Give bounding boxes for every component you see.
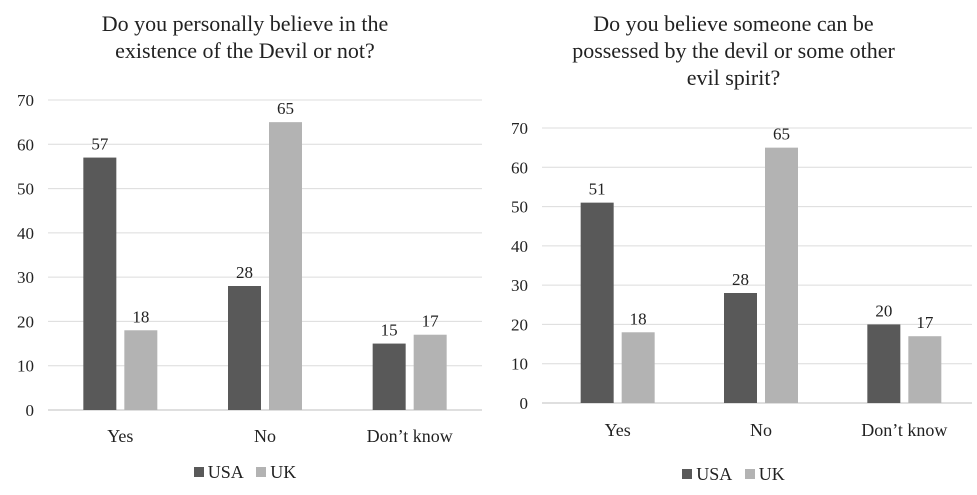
y-tick-label: 40 (17, 224, 34, 243)
bar-usa-don-t-know (372, 343, 406, 410)
legend-item-uk: UK (744, 464, 785, 485)
y-tick-label: 20 (17, 312, 34, 331)
legend-label-uk: UK (270, 462, 297, 482)
bar-uk-no (765, 147, 798, 403)
data-label-uk-don-t-know: 17 (916, 313, 934, 332)
y-tick-label: 50 (511, 198, 528, 217)
data-label-usa-yes: 57 (91, 135, 109, 154)
y-tick-label: 30 (511, 276, 528, 295)
legend-swatch-usa (193, 467, 204, 477)
x-tick-label: Don’t know (367, 426, 453, 446)
legend-swatch-usa (682, 469, 693, 479)
y-tick-label: 0 (26, 401, 35, 420)
bar-usa-don-t-know (867, 324, 901, 403)
y-tick-label: 60 (511, 158, 528, 177)
legend-item-uk: UK (256, 462, 296, 483)
legend-item-usa: USA (193, 462, 244, 483)
legend: USA UK (490, 464, 977, 485)
data-label-uk-no: 65 (277, 99, 294, 118)
y-tick-label: 70 (17, 91, 34, 110)
plot-area: 0 10 20 30 40 50 60 70 57 18 Yes 28 65 No 15 17 Don’t kn… (17, 91, 482, 446)
chart-possession-belief: Do you believe someone can be possessed … (490, 0, 977, 495)
legend-item-usa: USA (682, 464, 732, 485)
legend-swatch-uk (256, 467, 267, 477)
data-label-uk-yes: 18 (132, 307, 149, 326)
legend-label-usa: USA (207, 462, 244, 482)
bar-uk-yes (124, 330, 158, 410)
chart-title-line-3: evil spirit? (686, 65, 781, 90)
chart-devil-belief: Do you personally believe in the existen… (0, 10, 490, 483)
data-label-uk-no: 65 (773, 125, 790, 144)
data-label-usa-yes: 51 (589, 180, 606, 199)
data-label-usa-no: 28 (236, 263, 253, 282)
y-tick-label: 20 (511, 315, 528, 334)
bar-uk-don-t-know (908, 336, 942, 403)
data-label-usa-don-t-know: 20 (875, 301, 892, 320)
y-tick-label: 60 (17, 135, 34, 154)
chart-title-line-2: possessed by the devil or some other (572, 38, 895, 63)
y-tick-label: 70 (511, 119, 528, 138)
chart-title-line-1: Do you personally believe in the (101, 11, 389, 36)
legend: USA UK (0, 462, 490, 483)
x-tick-label: No (750, 420, 772, 440)
x-tick-label: Don’t know (861, 420, 947, 440)
y-tick-label: 40 (511, 237, 528, 256)
legend-label-uk: UK (758, 464, 785, 484)
data-label-usa-no: 28 (732, 270, 749, 289)
bar-usa-yes (83, 157, 117, 410)
bar-usa-no (724, 293, 757, 403)
chart-title: Do you personally believe in the existen… (0, 10, 490, 64)
data-label-uk-yes: 18 (630, 309, 647, 328)
bar-uk-no (269, 122, 302, 411)
x-tick-label: No (254, 426, 276, 446)
y-tick-label: 10 (17, 357, 34, 376)
y-tick-label: 30 (17, 268, 34, 287)
chart-title-line-1: Do you believe someone can be (593, 11, 874, 36)
y-tick-label: 10 (511, 355, 528, 374)
x-tick-label: Yes (107, 426, 133, 446)
data-label-usa-don-t-know: 15 (381, 321, 398, 340)
y-tick-label: 50 (17, 180, 34, 199)
data-label-uk-don-t-know: 17 (422, 312, 440, 331)
legend-swatch-uk (744, 469, 755, 479)
bar-usa-yes (580, 202, 614, 403)
chart-title-line-2: existence of the Devil or not? (115, 38, 375, 63)
plot-area: 0 10 20 30 40 50 60 70 51 18 Yes 28 65 No 20 17 Don’t kn… (511, 119, 972, 440)
x-tick-label: Yes (605, 420, 631, 440)
bar-uk-don-t-know (413, 334, 447, 410)
bar-usa-no (228, 286, 261, 410)
legend-label-usa: USA (696, 464, 733, 484)
bar-uk-yes (621, 332, 655, 403)
y-tick-label: 0 (520, 394, 529, 413)
chart-title: Do you believe someone can be possessed … (490, 10, 977, 91)
